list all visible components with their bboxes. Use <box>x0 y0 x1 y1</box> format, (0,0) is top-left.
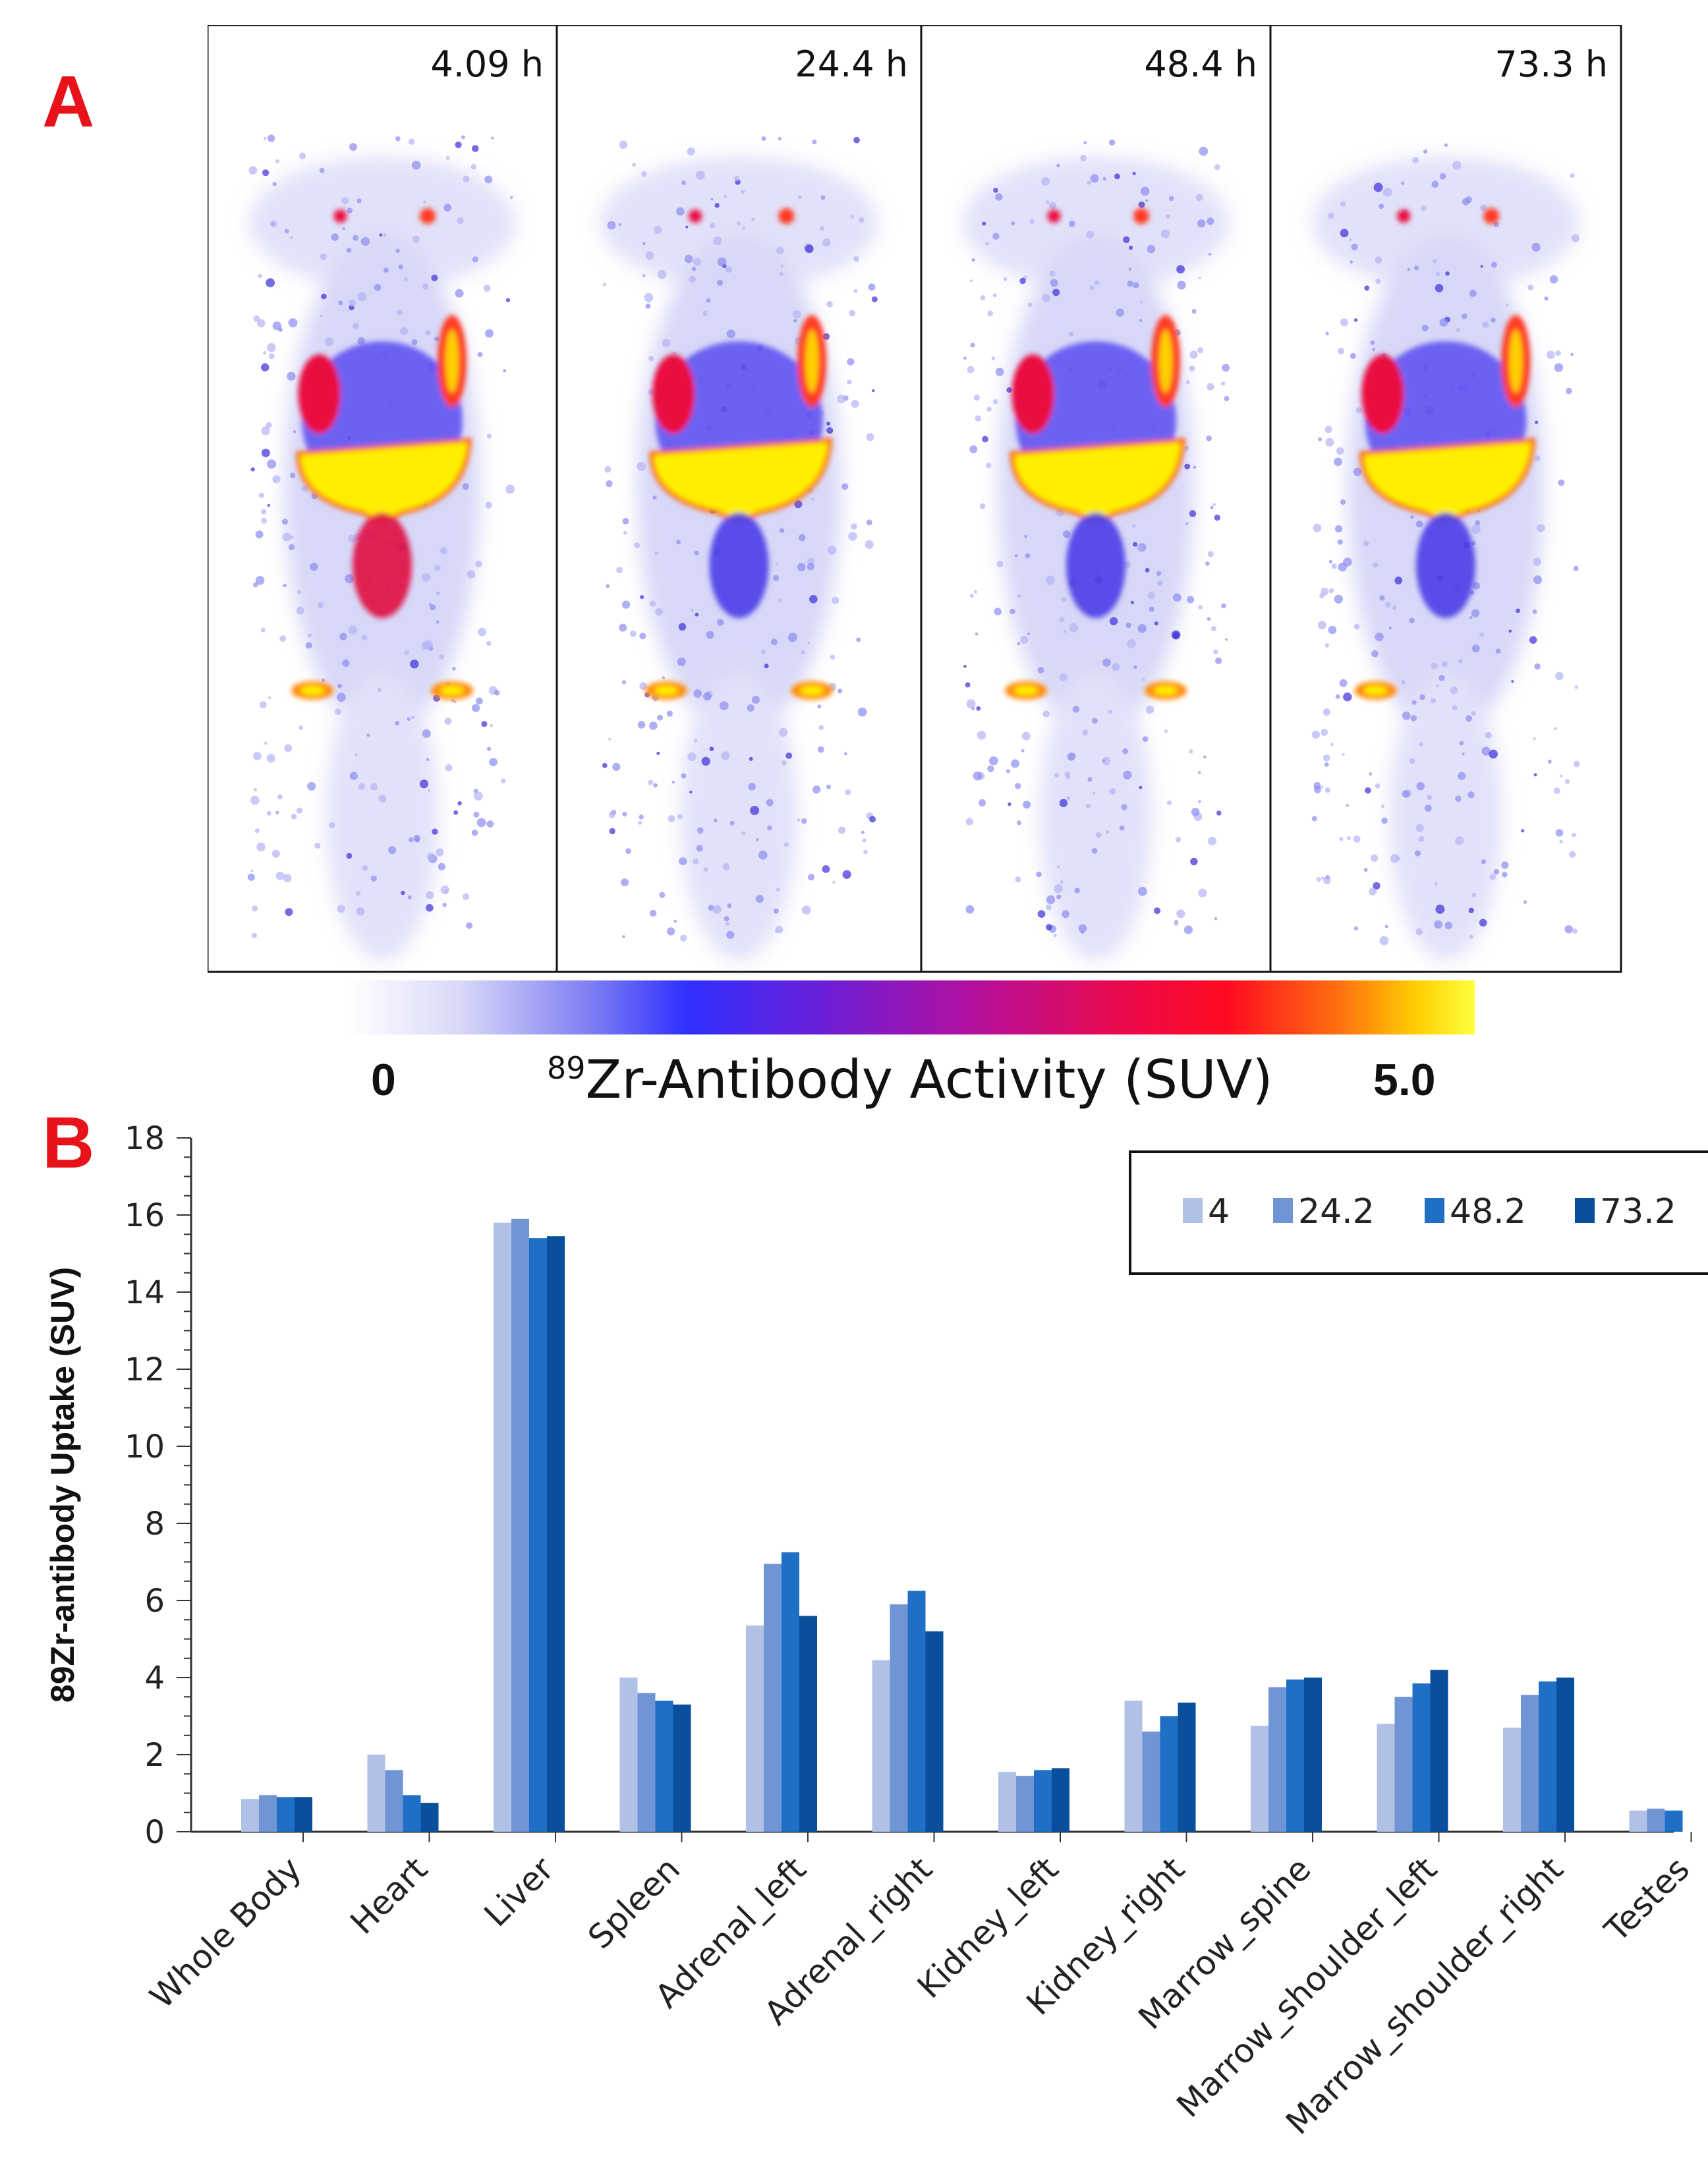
bar <box>1629 1810 1647 1832</box>
bar <box>1286 1679 1304 1832</box>
panel-a-letter: A <box>42 61 95 142</box>
frame-time-label: 73.3 h <box>1494 43 1608 85</box>
bar <box>655 1701 673 1832</box>
bar <box>259 1795 277 1832</box>
y-tick-label: 14 <box>125 1274 165 1311</box>
bar <box>385 1770 403 1832</box>
bar <box>1142 1731 1160 1832</box>
bar <box>1394 1697 1413 1832</box>
bar <box>1503 1728 1521 1832</box>
frame-time-label: 24.4 h <box>795 43 908 85</box>
bar <box>529 1238 547 1832</box>
colorbar-title-isotope: 89 <box>547 1050 586 1086</box>
y-tick-label: 0 <box>144 1814 165 1851</box>
colorbar-title-text: Zr-Antibody Activity (SUV) <box>585 1049 1273 1110</box>
legend-swatch <box>1273 1198 1293 1223</box>
bar <box>746 1626 764 1832</box>
bar <box>998 1772 1016 1832</box>
x-tick-label: Marrow_shoulder_left <box>1170 1850 1444 2124</box>
legend-label: 24.2 <box>1298 1192 1375 1231</box>
bar <box>403 1795 421 1832</box>
bar <box>420 1803 439 1832</box>
legend-label: 73.2 <box>1600 1192 1676 1231</box>
bar <box>1160 1716 1178 1832</box>
y-axis-title: 89Zr-antibody Uptake (SUV) <box>44 1267 81 1703</box>
bar <box>637 1693 656 1832</box>
x-tick-label: Heart <box>343 1850 435 1941</box>
colorbar-title: 89Zr-Antibody Activity (SUV) <box>547 1049 1273 1110</box>
y-tick-label: 4 <box>144 1660 165 1697</box>
pet-image-panel: 4.09 h 24.4 h 48.4 h 73.3 h <box>208 25 1622 973</box>
colorbar-min-label: 0 <box>371 1055 396 1105</box>
bar <box>1377 1724 1395 1832</box>
colorbar <box>348 980 1475 1034</box>
y-tick-label: 18 <box>125 1120 165 1157</box>
organ-uptake <box>1354 208 1536 700</box>
bar <box>1251 1726 1268 1832</box>
bar <box>511 1218 529 1832</box>
x-tick-label: Liver <box>477 1850 561 1934</box>
bar <box>799 1616 817 1832</box>
bar <box>1016 1776 1034 1832</box>
bar <box>1034 1770 1052 1832</box>
y-tick-label: 6 <box>144 1583 165 1620</box>
bar <box>1430 1670 1448 1832</box>
frame-time-label: 4.09 h <box>430 43 544 85</box>
bar <box>890 1604 908 1832</box>
bar <box>547 1236 565 1832</box>
bar <box>1124 1701 1143 1832</box>
bar <box>1665 1810 1683 1832</box>
x-tick-label: Testes <box>1597 1850 1697 1950</box>
bar <box>1052 1768 1069 1832</box>
colorbar-max-label: 5.0 <box>1373 1055 1436 1105</box>
bar <box>1268 1687 1286 1832</box>
bar <box>1647 1808 1665 1832</box>
bar <box>1304 1678 1322 1832</box>
bar <box>1556 1678 1574 1832</box>
y-tick-label: 8 <box>144 1506 165 1542</box>
bar <box>241 1799 259 1832</box>
bar <box>277 1797 295 1832</box>
bar <box>673 1704 691 1832</box>
x-tick-label: Spleen <box>581 1850 687 1956</box>
bar <box>1178 1703 1196 1832</box>
organ-uptake <box>644 208 834 700</box>
organ-uptake <box>1005 208 1187 700</box>
y-tick-label: 2 <box>144 1737 165 1774</box>
legend-label: 48.2 <box>1450 1192 1526 1231</box>
bar <box>872 1660 890 1832</box>
bar <box>295 1797 312 1832</box>
bar <box>907 1591 926 1832</box>
bar <box>1539 1681 1556 1832</box>
legend-label: 4 <box>1208 1192 1230 1231</box>
y-tick-label: 12 <box>125 1351 165 1388</box>
bar <box>494 1222 511 1832</box>
bar <box>925 1631 944 1832</box>
bar <box>782 1552 799 1832</box>
frame-time-label: 48.4 h <box>1144 43 1257 85</box>
legend-swatch <box>1575 1198 1595 1223</box>
bar <box>1521 1695 1539 1832</box>
y-tick-label: 16 <box>125 1197 165 1234</box>
bar <box>1412 1683 1431 1832</box>
bar <box>367 1755 385 1832</box>
organ-uptake <box>291 208 473 700</box>
x-tick-label: Whole Body <box>142 1850 308 2016</box>
pet-frame: 48.4 h <box>920 25 1272 973</box>
panel-b-letter: B <box>42 1102 95 1183</box>
pet-frame: 24.4 h <box>555 25 923 973</box>
legend-swatch <box>1183 1198 1203 1223</box>
pet-frame: 73.3 h <box>1269 25 1622 973</box>
bar <box>619 1678 638 1832</box>
bar <box>764 1564 782 1832</box>
pet-frame: 4.09 h <box>208 25 558 973</box>
legend: 4 24.2 48.2 73.2 <box>1129 1150 1708 1275</box>
legend-swatch <box>1425 1198 1444 1223</box>
y-tick-label: 10 <box>125 1428 165 1465</box>
